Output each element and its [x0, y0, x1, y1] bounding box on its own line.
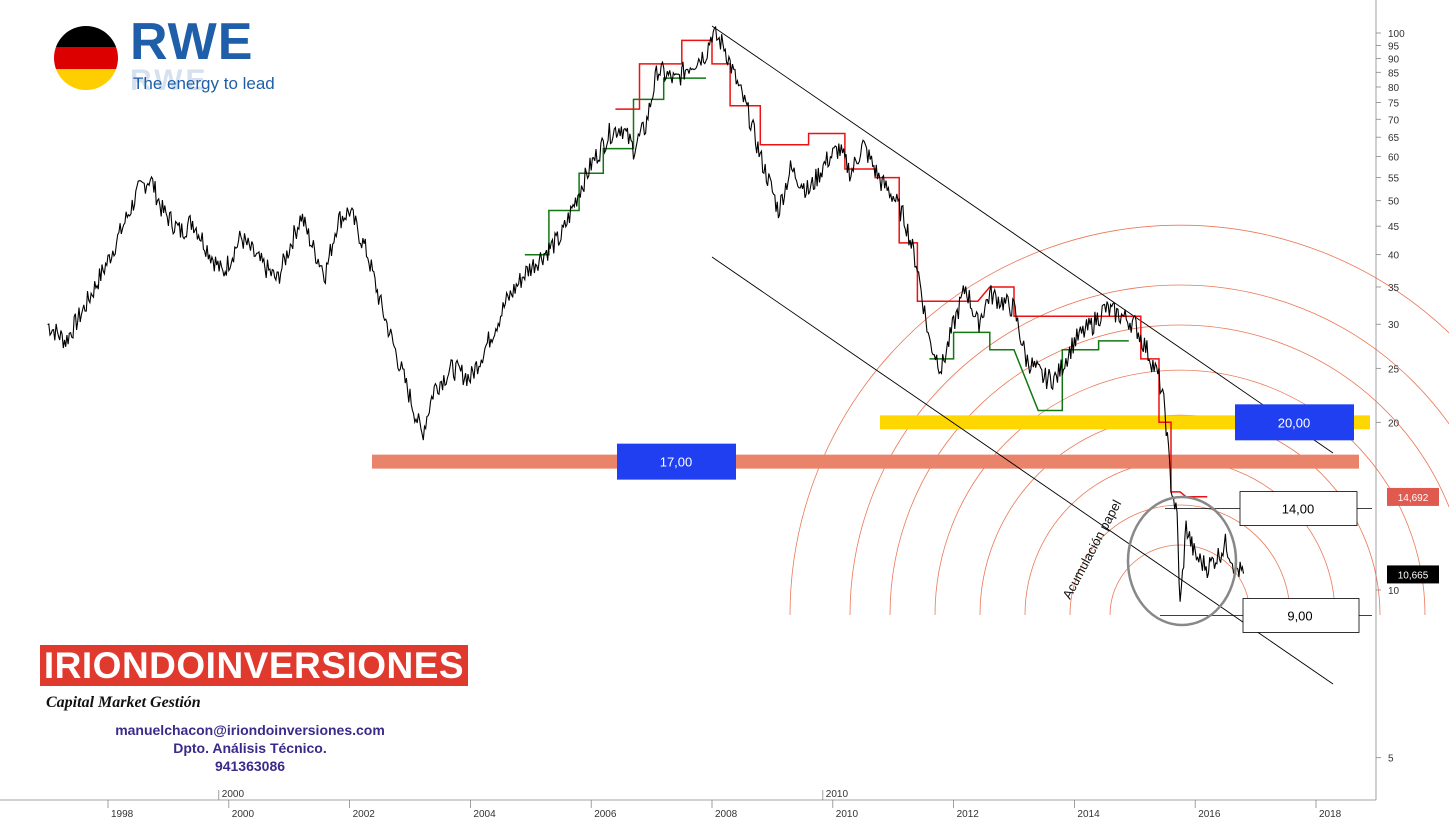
x-tick-label: 2012 [957, 809, 980, 820]
marker-label-14692: 14,692 [1398, 493, 1429, 504]
contact-phone: 941363086 [214, 758, 286, 774]
y-tick-label: 30 [1388, 320, 1400, 331]
y-tick-label: 65 [1388, 133, 1400, 144]
x-tick-label: 2002 [353, 809, 376, 820]
fan-arc [1109, 544, 1251, 616]
y-tick-label: 85 [1388, 68, 1400, 79]
flag-stripe-black [54, 26, 118, 48]
y-tick-label: 55 [1388, 174, 1400, 185]
fan-arc [889, 324, 1449, 616]
flag-stripe-gold [54, 68, 118, 90]
x-tick-label: 2000 [232, 809, 255, 820]
channel-lower-line [711, 256, 1334, 685]
x-tick-label: 2014 [1077, 809, 1100, 820]
level-box-9 [1242, 598, 1360, 633]
brand-subtitle: Capital Market Gestión [46, 694, 201, 711]
x-axis: 1998 2000 2002 2004 2006 2008 2010 2012 2014 2016… [0, 789, 1376, 820]
x-tick-label: 2004 [473, 809, 496, 820]
level-box-20 [1235, 404, 1354, 441]
y-tick-label: 10 [1388, 586, 1400, 597]
last-price-label: 10,665 [1398, 570, 1429, 581]
stop-line-red [615, 39, 1208, 498]
contact-email: manuelchacon@iriondoinversiones.com [115, 722, 385, 738]
y-tick-label: 5 [1388, 754, 1394, 765]
last-price-badge [1387, 565, 1439, 584]
fan-arc [1069, 504, 1291, 616]
price-series [47, 25, 1245, 602]
x-tick-label: 2006 [594, 809, 617, 820]
level-boxes: 20,00 17,00 14,00 9,00 [617, 404, 1372, 633]
fan-arc [789, 224, 1449, 616]
flag-stripe-red [54, 47, 118, 69]
stop-line-green [524, 77, 706, 256]
marker-badge-14692 [1387, 487, 1439, 506]
x-tick-label: 2018 [1319, 809, 1342, 820]
channel-upper-line [711, 25, 1334, 454]
stop-line-green-2 [929, 331, 1129, 412]
level-label-17: 17,00 [660, 455, 693, 470]
accumulation-label: Acumulación papel [1059, 497, 1124, 601]
y-tick-label: 45 [1388, 222, 1400, 233]
germany-flag-icon [54, 26, 118, 90]
rwe-wordmark: RWE [130, 13, 254, 71]
level-box-17 [617, 443, 736, 480]
y-tick-label: 100 [1388, 29, 1405, 40]
x-tick-label: 2016 [1198, 809, 1221, 820]
rwe-wordmark-reflection: RWE [130, 64, 209, 97]
level-label-20: 20,00 [1278, 415, 1311, 430]
x-tick-label: 2010 [836, 809, 859, 820]
y-tick-label: 50 [1388, 197, 1400, 208]
price-line [47, 25, 1245, 602]
y-tick-label: 95 [1388, 41, 1400, 52]
brand-banner: IRIONDOINVERSIONES [40, 645, 468, 686]
y-tick-label: 75 [1388, 99, 1400, 110]
y-tick-label: 80 [1388, 83, 1400, 94]
trend-channel [711, 25, 1334, 685]
x-tick-label: 2008 [715, 809, 738, 820]
y-tick-label: 20 [1388, 418, 1400, 429]
x-tick-label: 1998 [111, 809, 134, 820]
x-tick-upper-label: 2010 [826, 789, 849, 800]
level-box-14 [1239, 491, 1358, 527]
y-tick-label: 35 [1388, 283, 1400, 294]
accumulation-ellipse [1126, 495, 1238, 627]
level-label-14: 14,00 [1282, 502, 1315, 517]
rwe-tagline: The energy to lead [133, 74, 275, 93]
level-bands [372, 415, 1370, 469]
support-band-17 [372, 454, 1359, 469]
level-label-9: 9,00 [1287, 608, 1312, 623]
y-tick-label: 70 [1388, 115, 1400, 126]
y-tick-label: 25 [1388, 364, 1400, 375]
y-tick-label: 90 [1388, 54, 1400, 65]
y-tick-label: 40 [1388, 251, 1400, 262]
contact-department: Dpto. Análisis Técnico. [173, 740, 327, 756]
x-tick-upper-label: 2000 [222, 789, 245, 800]
trailing-stop [524, 39, 1208, 498]
rwe-logo: RWE RWE The energy to lead [54, 13, 294, 98]
y-tick-label: 60 [1388, 153, 1400, 164]
